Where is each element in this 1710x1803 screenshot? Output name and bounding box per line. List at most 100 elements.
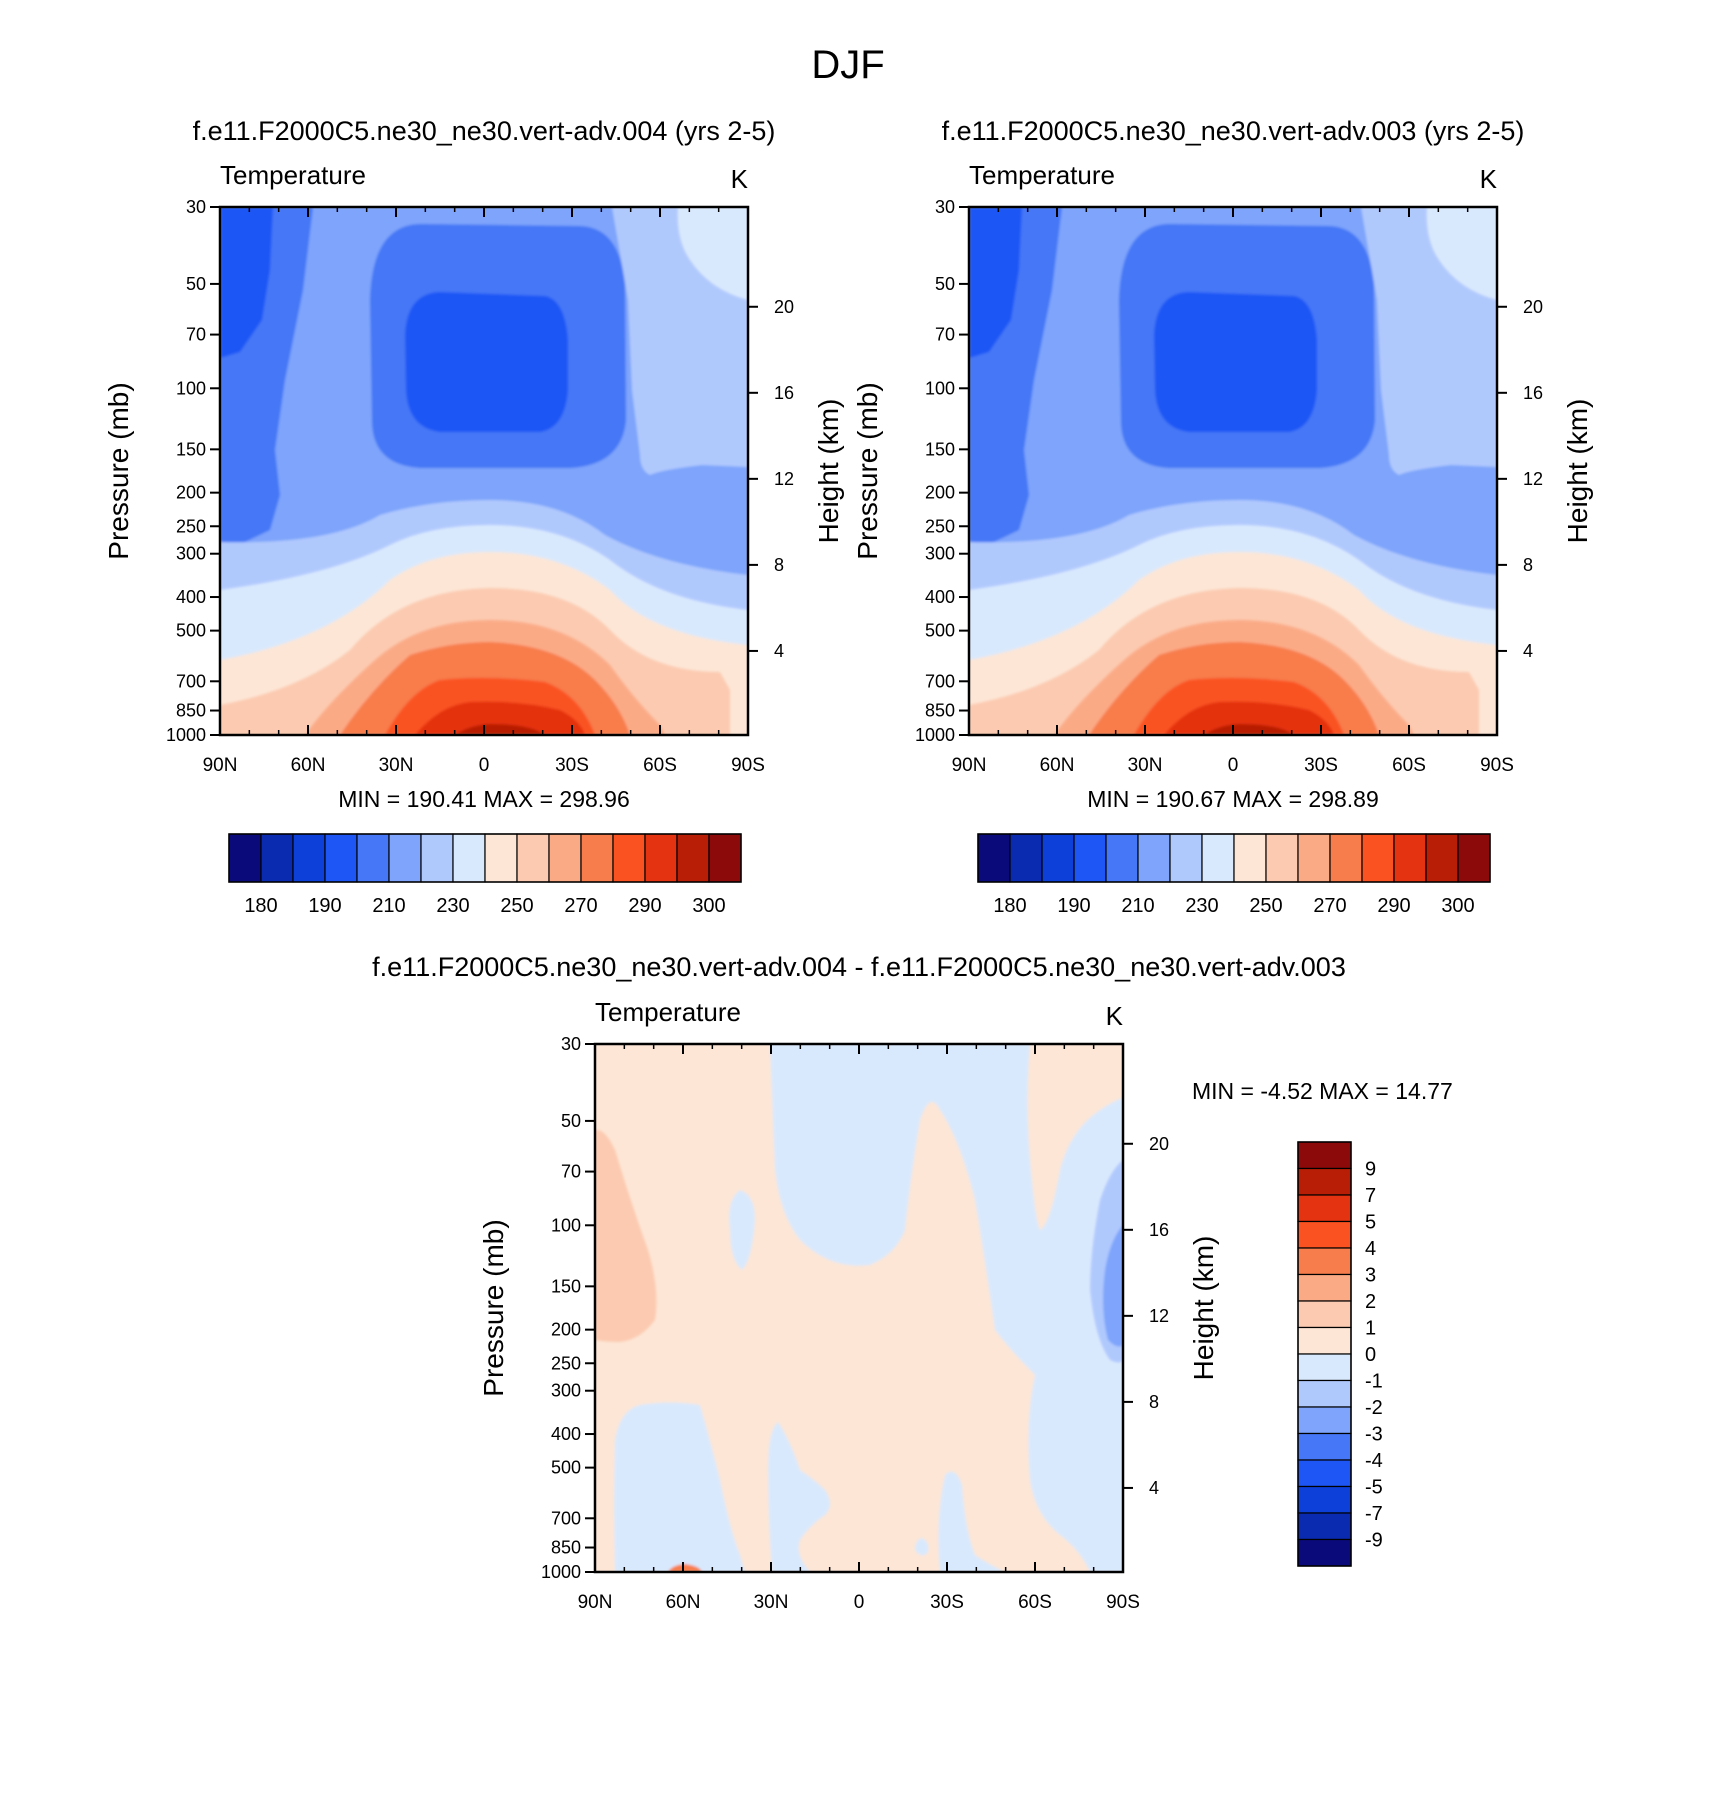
colorbar-swatch <box>516 833 550 883</box>
y-tick-label: 850 <box>176 701 206 721</box>
band-neg-upper <box>770 1044 1123 1572</box>
colorbar-label: -4 <box>1365 1450 1383 1472</box>
stats-text: MIN = 190.41 MAX = 298.96 <box>338 786 630 812</box>
y-tick-label: 70 <box>935 325 955 345</box>
height-tick-label: 16 <box>1523 383 1543 403</box>
colorbar-label: 270 <box>1313 895 1346 917</box>
x-tick-label: 0 <box>479 755 490 776</box>
colorbar-swatch <box>1297 1379 1352 1408</box>
colorbar-swatch <box>1297 1300 1352 1329</box>
colorbar-swatch <box>1297 1194 1352 1223</box>
colorbar-label: -7 <box>1365 1503 1383 1525</box>
colorbar-label: 9 <box>1365 1159 1376 1181</box>
colorbar-swatch <box>484 833 518 883</box>
x-tick-label: 0 <box>1228 755 1239 776</box>
colorbar-swatch <box>708 833 742 883</box>
colorbar-label: 300 <box>1441 895 1474 917</box>
colorbar-swatch <box>1297 1353 1352 1382</box>
colorbar-swatch <box>228 833 262 883</box>
colorbar-swatch <box>260 833 294 883</box>
colorbar-label: 230 <box>436 895 469 917</box>
band-300 <box>455 724 545 735</box>
colorbar-swatch <box>1297 1326 1352 1355</box>
left-title: Temperature <box>595 997 741 1027</box>
colorbar-swatch <box>1297 1485 1352 1514</box>
right-title: K <box>1106 1001 1124 1031</box>
y-axis-label: Pressure (mb) <box>852 382 883 559</box>
y-tick-label: 1000 <box>166 725 206 745</box>
colorbar-label: 190 <box>308 895 341 917</box>
colorbar-swatch <box>548 833 582 883</box>
colorbar-frame <box>977 833 1491 883</box>
colorbar-label: 1 <box>1365 1318 1376 1340</box>
colorbar-label: 5 <box>1365 1212 1376 1234</box>
colorbar-swatch <box>580 833 614 883</box>
right-title: K <box>731 164 749 194</box>
colorbar-swatch <box>292 833 326 883</box>
right-title: K <box>1480 164 1498 194</box>
colorbar-swatch <box>977 833 1011 883</box>
x-tick-label: 60N <box>666 1592 701 1613</box>
y-tick-label: 850 <box>551 1538 581 1558</box>
colorbar-label: -5 <box>1365 1477 1383 1499</box>
band-colder-core <box>405 292 568 432</box>
colorbar: 180 190 210 230 250 270 290 300 <box>977 833 1491 917</box>
x-tick-label: 30N <box>754 1592 789 1613</box>
y-axis-label-right: Height (km) <box>1188 1236 1219 1381</box>
x-tick-label: 90S <box>1480 755 1514 776</box>
x-tick-label: 30S <box>930 1592 964 1613</box>
colorbar-frame <box>228 833 742 883</box>
colorbar-label: 0 <box>1365 1344 1376 1366</box>
y-tick-label: 250 <box>176 516 206 536</box>
height-tick-label: 4 <box>1149 1478 1159 1498</box>
height-tick-label: 4 <box>1523 641 1533 661</box>
x-tick-label: 90N <box>578 1592 613 1613</box>
x-tick-label: 60N <box>1040 755 1075 776</box>
y-tick-label: 30 <box>186 197 206 217</box>
x-tick-label: 30N <box>1128 755 1163 776</box>
y-tick-label: 50 <box>186 274 206 294</box>
colorbar-label: 230 <box>1185 895 1218 917</box>
colorbar-swatch <box>1457 833 1491 883</box>
colorbar-swatch <box>1297 1273 1352 1302</box>
y-axis-label: Pressure (mb) <box>103 382 134 559</box>
band-colder-core <box>1154 292 1317 432</box>
x-tick-label: 60N <box>291 755 326 776</box>
colorbar-label: 190 <box>1057 895 1090 917</box>
colorbar-swatch <box>1201 833 1235 883</box>
band-colder-nw <box>220 207 273 358</box>
y-tick-label: 200 <box>925 483 955 503</box>
colorbar-swatch <box>1297 1167 1352 1196</box>
colorbar-swatch <box>644 833 678 883</box>
colorbar-swatch <box>1297 1406 1352 1435</box>
y-tick-label: 50 <box>935 274 955 294</box>
x-tick-label: 90N <box>952 755 987 776</box>
panel-title: f.e11.F2000C5.ne30_ne30.vert-adv.004 (yr… <box>193 116 776 146</box>
panel-top-right: f.e11.F2000C5.ne30_ne30.vert-adv.003 (yr… <box>852 116 1593 917</box>
colorbar-swatch <box>1297 1141 1352 1170</box>
y-axis-label: Pressure (mb) <box>478 1219 509 1396</box>
axes: 90N 60N 30N 0 30S 60S 90S 30 50 70 100 150 200 250 300… <box>852 197 1593 776</box>
x-tick-label: 90S <box>1106 1592 1140 1613</box>
colorbar-swatch <box>356 833 390 883</box>
y-tick-label: 150 <box>925 439 955 459</box>
height-tick-label: 12 <box>1149 1306 1169 1326</box>
band-mild-ne2 <box>677 207 748 300</box>
y-tick-label: 1000 <box>541 1562 581 1582</box>
height-tick-label: 12 <box>1523 469 1543 489</box>
colorbar-swatch <box>676 833 710 883</box>
y-tick-label: 700 <box>551 1508 581 1528</box>
colorbar-label: -1 <box>1365 1371 1383 1393</box>
x-tick-label: 60S <box>1018 1592 1052 1613</box>
colorbar-swatch <box>1041 833 1075 883</box>
band-300 <box>1204 724 1294 735</box>
height-tick-label: 20 <box>1523 297 1543 317</box>
colorbar-swatch <box>452 833 486 883</box>
y-tick-label: 700 <box>925 671 955 691</box>
contour-field <box>595 1044 1123 1572</box>
height-tick-label: 20 <box>1149 1134 1169 1154</box>
y-tick-label: 500 <box>925 621 955 641</box>
colorbar-label: 290 <box>1377 895 1410 917</box>
band-pos-west <box>595 1129 657 1342</box>
band-295 <box>415 701 585 735</box>
